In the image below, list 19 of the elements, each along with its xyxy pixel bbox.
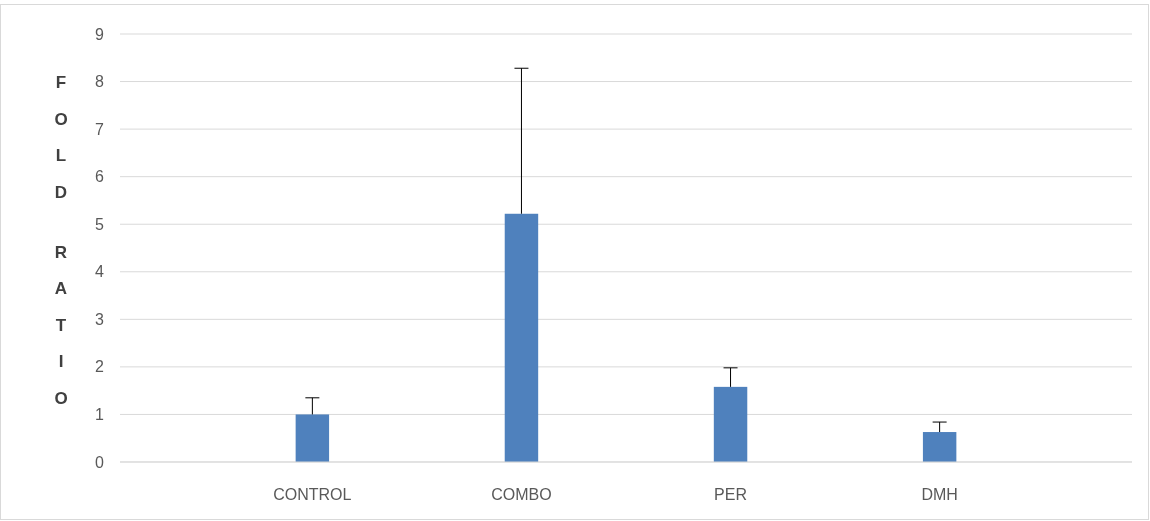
x-tick-label: COMBO [491,486,552,503]
x-tick-label: PER [714,486,747,503]
y-tick-label: 5 [95,215,105,233]
x-tick-label: DMH [921,486,958,503]
bar [295,414,330,462]
y-tick-label: 6 [95,168,105,186]
bar [713,386,748,462]
bar [922,432,957,462]
y-tick-label: 7 [95,120,105,138]
y-tick-label: 9 [95,25,105,43]
bar [504,213,539,462]
y-tick-label: 4 [95,263,105,281]
y-tick-label: 3 [95,310,105,328]
y-tick-label: 0 [95,453,105,471]
y-tick-label: 1 [95,406,105,424]
x-tick-label: CONTROL [273,486,352,503]
text: FOLD RATIO [54,73,68,408]
y-tick-label: 2 [95,358,105,376]
y-tick-label: 8 [95,73,105,91]
